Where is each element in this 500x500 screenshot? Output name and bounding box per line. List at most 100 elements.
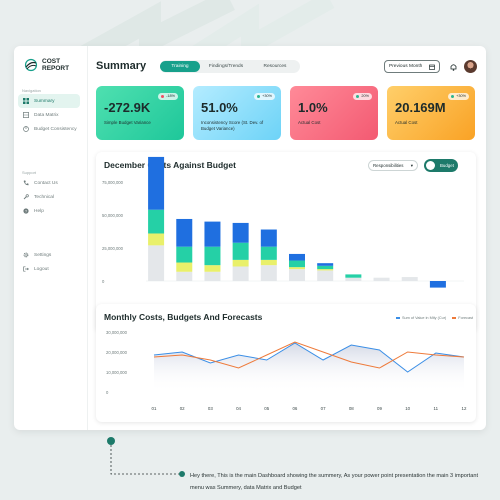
sidebar-item-label: Logout — [34, 266, 49, 272]
bar-budget[interactable] — [204, 221, 221, 247]
legend-swatch — [396, 317, 400, 319]
bar-actual[interactable] — [232, 242, 249, 260]
bar-base[interactable] — [148, 245, 165, 281]
line-chart: 30,000,000 20,000,000 10,000,000 0 01 02 03 04 0… — [106, 330, 467, 411]
bar-actual[interactable] — [176, 246, 193, 263]
bar-variance[interactable] — [232, 259, 249, 267]
bar-chart: 75,000,00050,000,00025,000,0000-25,000,0… — [102, 156, 464, 325]
kpi-card[interactable]: 20% 1.0% Actual Cost — [290, 86, 378, 140]
bar-variance[interactable] — [317, 269, 334, 271]
sidebar-item-logout[interactable]: Logout — [18, 262, 80, 276]
bar-base[interactable] — [204, 271, 221, 281]
bar-actual[interactable] — [204, 246, 221, 266]
series-line-forecast[interactable] — [153, 341, 465, 369]
bar-actual[interactable] — [289, 260, 305, 268]
tab-findings-trends[interactable]: Findings/Trends — [208, 64, 244, 69]
bar-base[interactable] — [373, 277, 390, 281]
kpi-card[interactable]: +30% 51.0% Inconsistency Score (St. Dev. o… — [193, 86, 281, 140]
trend-dot-icon — [355, 94, 360, 99]
sidebar-item-budget-consistency[interactable]: Budget Consistency — [18, 122, 80, 136]
legend-item: Sum of Value in Mtly (Cur) — [396, 316, 446, 320]
sidebar-item-summary[interactable]: Summary — [18, 94, 80, 108]
legend-label: Forecast — [458, 316, 474, 320]
kpi-card[interactable]: -18% -272.9K Simple Budget Variance — [96, 86, 184, 140]
kpi-badge: 20% — [352, 93, 372, 100]
y-tick-label: 30,000,000 — [106, 330, 128, 335]
avatar[interactable] — [464, 60, 477, 73]
app-logo[interactable]: COST REPORT — [24, 58, 76, 72]
x-tick-label: 08 — [349, 406, 354, 411]
x-tick-label: 02 — [180, 406, 185, 411]
kpi-value: -272.9K — [104, 100, 151, 115]
bar-budget[interactable] — [289, 253, 305, 261]
bar-variance[interactable] — [289, 267, 305, 270]
bar-budget[interactable] — [176, 218, 193, 247]
chevron-down-icon: ▾ — [410, 162, 413, 168]
bar-actual[interactable] — [260, 246, 277, 260]
sidebar-item-label: Data Matrix — [34, 112, 59, 118]
dashboard-window: COST REPORT Navigation Summary Data Matri… — [14, 46, 486, 430]
help-icon: ? — [23, 208, 29, 214]
phone-icon — [23, 180, 29, 186]
bar-actual[interactable] — [345, 274, 362, 278]
kpi-label: Simple Budget Variance — [104, 120, 151, 125]
bar-base[interactable] — [289, 269, 305, 281]
legend-item: Forecast — [452, 316, 473, 320]
sidebar-item-technical[interactable]: Technical — [18, 190, 80, 204]
sidebar-item-label: Settings — [34, 252, 52, 258]
budget-toggle[interactable]: Budget — [424, 159, 458, 172]
bar-budget[interactable] — [260, 229, 277, 247]
bar-budget[interactable] — [317, 263, 334, 266]
wrench-icon — [23, 194, 29, 200]
sidebar: COST REPORT Navigation Summary Data Matri… — [14, 46, 88, 430]
bar-base[interactable] — [317, 270, 334, 281]
y-tick-label: 50,000,000 — [102, 213, 124, 218]
bar-variance[interactable] — [148, 233, 165, 246]
bar-variance[interactable] — [204, 265, 221, 272]
series-line-actual[interactable] — [153, 342, 465, 373]
bar-variance[interactable] — [176, 262, 193, 272]
bell-icon[interactable] — [450, 63, 457, 71]
tab-training[interactable]: Training — [160, 61, 200, 72]
trend-dot-icon — [450, 94, 455, 99]
annotation-connector — [107, 437, 185, 477]
bar-chart-panel: December Costs Against Budget Responsibi… — [96, 152, 476, 332]
bar-budget[interactable] — [232, 222, 249, 243]
logout-icon — [23, 266, 29, 272]
sidebar-item-data-matrix[interactable]: Data Matrix — [18, 108, 80, 122]
support-label: Support — [22, 170, 37, 175]
responsibilities-select[interactable]: Responsibilities ▾ — [368, 160, 418, 171]
bar-base[interactable] — [345, 277, 362, 281]
kpi-label: Actual Cost — [298, 120, 321, 125]
sidebar-item-help[interactable]: ? Help — [18, 204, 80, 218]
bar-base[interactable] — [260, 265, 277, 281]
sidebar-item-label: Contact Us — [34, 180, 58, 186]
y-tick-label: 20,000,000 — [106, 350, 128, 355]
gear-icon — [23, 252, 29, 258]
bar-base[interactable] — [232, 266, 249, 281]
bar-budget[interactable] — [429, 281, 446, 288]
tab-resources[interactable]: Resources — [263, 64, 287, 69]
sidebar-item-settings[interactable]: Settings — [18, 248, 80, 262]
sidebar-item-label: Summary — [34, 98, 55, 104]
kpi-card[interactable]: +30% 20.169M Actual Cost — [387, 86, 475, 140]
legend-label: Sum of Value in Mtly (Cur) — [402, 316, 447, 320]
bar-actual[interactable] — [317, 265, 334, 270]
x-tick-label: 12 — [462, 406, 467, 411]
svg-text:?: ? — [25, 209, 28, 214]
bar-base[interactable] — [401, 277, 418, 281]
bar-base[interactable] — [176, 271, 193, 281]
sidebar-item-contact-us[interactable]: Contact Us — [18, 176, 80, 190]
trend-dot-icon — [256, 94, 261, 99]
kpi-value: 20.169M — [395, 100, 446, 115]
y-tick-label: 25,000,000 — [102, 246, 124, 251]
table-icon — [23, 112, 29, 118]
y-tick-label: 0 — [106, 390, 109, 395]
x-tick-label: 03 — [208, 406, 213, 411]
month-select[interactable]: Previous Month — [384, 60, 440, 73]
bar-variance[interactable] — [260, 259, 277, 266]
kpi-badge-value: 20% — [361, 94, 369, 98]
bar-actual[interactable] — [148, 209, 165, 234]
bar-budget[interactable] — [148, 156, 165, 210]
x-tick-label: 05 — [264, 406, 269, 411]
